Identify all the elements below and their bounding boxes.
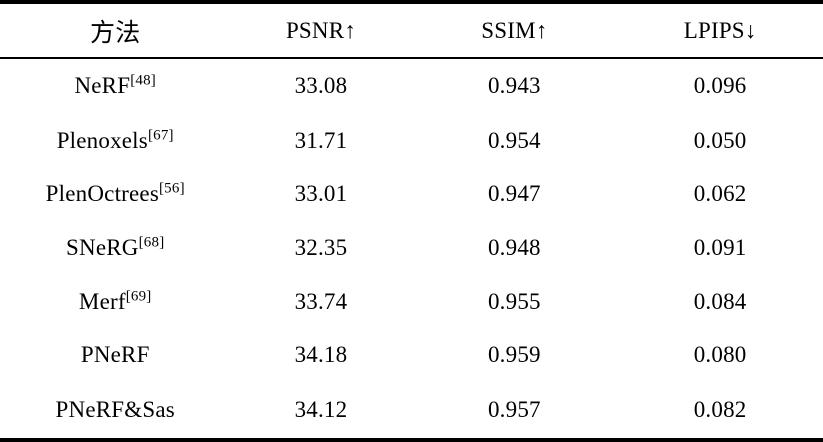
psnr-cell: 34.12 xyxy=(294,397,348,423)
header-cell-lpips: LPIPS↓ xyxy=(683,17,757,43)
psnr-cell: 32.35 xyxy=(294,234,348,260)
lpips-cell: 0.050 xyxy=(693,127,747,153)
header-row: 方法 PSNR↑ SSIM↑ LPIPS↓ xyxy=(0,2,823,58)
method-cell: Plenoxels[67] xyxy=(0,114,230,168)
table-row: Merf[69] 33.74 0.955 0.084 xyxy=(0,275,823,329)
ssim-cell: 0.959 xyxy=(487,342,541,368)
reference-superscript: [67] xyxy=(147,126,174,143)
header-cell-psnr: PSNR↑ xyxy=(285,17,356,43)
lpips-cell: 0.096 xyxy=(693,73,747,99)
psnr-cell: 33.74 xyxy=(294,288,348,314)
method-name: NeRF xyxy=(74,73,131,99)
header-cell-ssim: SSIM↑ xyxy=(481,17,548,43)
method-name: PNeRF xyxy=(80,342,150,368)
lpips-cell: 0.080 xyxy=(693,342,747,368)
lpips-cell: 0.084 xyxy=(693,288,747,314)
table-row: PNeRF 34.18 0.959 0.080 xyxy=(0,328,823,382)
method-name: SNeRG xyxy=(66,234,139,260)
psnr-cell: 33.08 xyxy=(294,73,348,99)
method-name: PNeRF&Sas xyxy=(55,397,175,423)
table-body: NeRF[48] 33.08 0.943 0.096 Plenoxels[67]… xyxy=(0,58,823,440)
table-row: Plenoxels[67] 31.71 0.954 0.050 xyxy=(0,114,823,168)
ssim-cell: 0.955 xyxy=(487,288,541,314)
method-cell: PNeRF&Sas xyxy=(0,382,230,440)
table-header: 方法 PSNR↑ SSIM↑ LPIPS↓ xyxy=(0,2,823,58)
psnr-cell: 34.18 xyxy=(294,342,348,368)
table-row: PlenOctrees[56] 33.01 0.947 0.062 xyxy=(0,167,823,221)
method-name: Plenoxels xyxy=(56,127,148,153)
reference-superscript: [69] xyxy=(125,287,152,304)
ssim-cell: 0.948 xyxy=(487,234,541,260)
lpips-cell: 0.082 xyxy=(693,397,747,423)
method-cell: PlenOctrees[56] xyxy=(0,167,230,221)
reference-superscript: [48] xyxy=(130,72,156,89)
method-cell: Merf[69] xyxy=(0,275,230,329)
reference-superscript: [56] xyxy=(158,180,185,197)
ssim-cell: 0.954 xyxy=(487,127,541,153)
ssim-cell: 0.947 xyxy=(487,181,541,207)
psnr-cell: 31.71 xyxy=(294,127,348,153)
header-cell-method: 方法 xyxy=(90,19,141,47)
table-row: PNeRF&Sas 34.12 0.957 0.082 xyxy=(0,382,823,440)
table-row: SNeRG[68] 32.35 0.948 0.091 xyxy=(0,221,823,275)
table-row: NeRF[48] 33.08 0.943 0.096 xyxy=(0,58,823,114)
reference-superscript: [68] xyxy=(138,234,165,251)
method-cell: NeRF[48] xyxy=(0,58,230,114)
lpips-cell: 0.062 xyxy=(693,181,747,207)
method-name: PlenOctrees xyxy=(45,181,159,207)
lpips-cell: 0.091 xyxy=(693,234,747,260)
method-cell: PNeRF xyxy=(0,328,230,382)
method-name: Merf xyxy=(78,288,126,314)
ssim-cell: 0.957 xyxy=(487,397,541,423)
psnr-cell: 33.01 xyxy=(294,181,348,207)
method-cell: SNeRG[68] xyxy=(0,221,230,275)
ssim-cell: 0.943 xyxy=(487,73,541,99)
